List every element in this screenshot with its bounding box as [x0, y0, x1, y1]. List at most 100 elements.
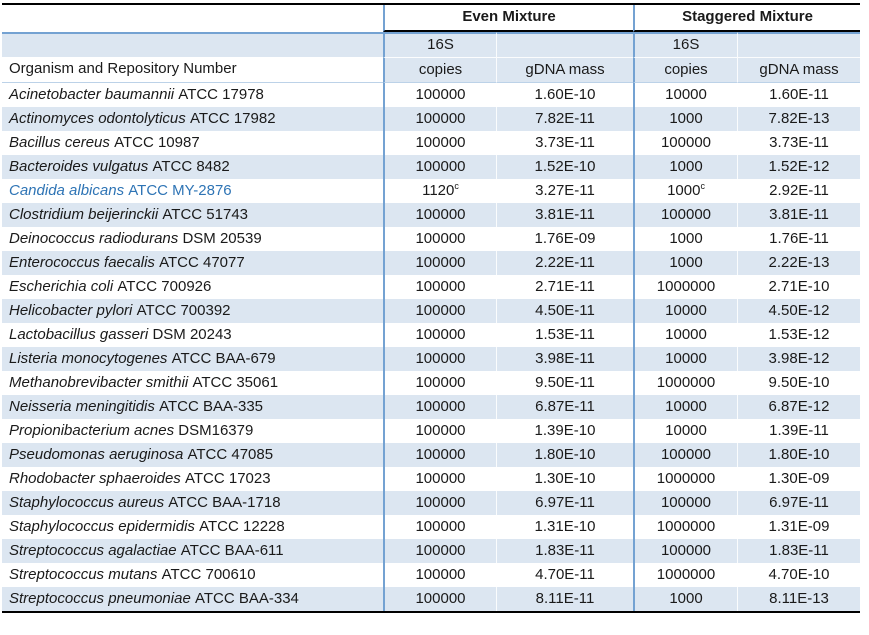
staggered-gdna-mass-cell: 1.80E-10 — [737, 443, 860, 467]
organism-cell: Rhodobacter sphaeroides ATCC 17023 — [2, 467, 383, 491]
table-body: Acinetobacter baumannii ATCC 17978 100000… — [2, 83, 860, 611]
even-gdna-mass-cell: 4.50E-11 — [496, 299, 633, 323]
staggered-gdna-mass-cell: 1.39E-11 — [737, 419, 860, 443]
even-16s-copies-cell: 100000 — [383, 395, 496, 419]
staggered-gdna-mass-cell: 1.53E-12 — [737, 323, 860, 347]
even-gdna-mass-cell: 1.53E-11 — [496, 323, 633, 347]
staggered-16s-copies-cell: 10000 — [633, 395, 737, 419]
staggered-gdna-mass-cell: 1.76E-11 — [737, 227, 860, 251]
even-gdna-mass-cell: 2.71E-11 — [496, 275, 633, 299]
even-gdna-mass-cell: 3.81E-11 — [496, 203, 633, 227]
organism-name: Helicobacter pylori — [9, 301, 133, 319]
table-row: Methanobrevibacter smithii ATCC 35061 100… — [2, 371, 860, 395]
even-16s-copies-cell: 100000 — [383, 299, 496, 323]
organism-name: Candida albicans — [9, 181, 125, 199]
staggered-16s-copies-cell: 100000 — [633, 491, 737, 515]
organism-name: Actinomyces odontolyticus — [9, 109, 186, 127]
organism-name: Rhodobacter sphaeroides — [9, 469, 181, 487]
staggered-16s-copies-cell: 1000000 — [633, 275, 737, 299]
even-16s-copies-cell: 100000 — [383, 227, 496, 251]
repository-number: ATCC 10987 — [114, 133, 200, 151]
organism-cell: Enterococcus faecalis ATCC 47077 — [2, 251, 383, 275]
even-16s-copies-cell: 100000 — [383, 275, 496, 299]
staggered-16s-copies-cell: 100000 — [633, 443, 737, 467]
staggered-copies-header: copies — [633, 57, 737, 83]
staggered-16s-copies-cell: 100000 — [633, 203, 737, 227]
staggered-16s-label: 16S — [633, 32, 737, 57]
even-16s-label: 16S — [383, 32, 496, 57]
repository-number: ATCC BAA-335 — [159, 397, 264, 415]
even-gdna-mass-cell: 8.11E-11 — [496, 587, 633, 611]
staggered-gdna-mass-cell: 6.87E-12 — [737, 395, 860, 419]
organism-cell: Clostridium beijerinckii ATCC 51743 — [2, 203, 383, 227]
staggered-gdna-mass-cell: 9.50E-10 — [737, 371, 860, 395]
repository-number: DSM16379 — [178, 421, 254, 439]
even-16s-copies-cell: 100000 — [383, 323, 496, 347]
staggered-gdna-mass-cell: 4.50E-12 — [737, 299, 860, 323]
organism-name: Streptococcus pneumoniae — [9, 589, 191, 607]
even-16s-copies-cell: 100000 — [383, 83, 496, 107]
staggered-16s-copies-cell: 10000 — [633, 347, 737, 371]
organism-name: Deinococcus radiodurans — [9, 229, 179, 247]
even-16s-copies-cell: 100000 — [383, 587, 496, 611]
even-gdna-mass-cell: 6.87E-11 — [496, 395, 633, 419]
organism-cell: Bacillus cereus ATCC 10987 — [2, 131, 383, 155]
repository-number: ATCC BAA-1718 — [168, 493, 281, 511]
staggered-mixture-header: Staggered Mixture — [633, 5, 860, 32]
even-gdna-mass-cell: 9.50E-11 — [496, 371, 633, 395]
organism-name: Acinetobacter baumannii — [9, 85, 175, 103]
even-gdna-mass-cell: 1.31E-10 — [496, 515, 633, 539]
staggered-16s-copies-cell: 10000 — [633, 299, 737, 323]
staggered-16s-copies-cell: 1000000 — [633, 515, 737, 539]
organism-name: Streptococcus mutans — [9, 565, 158, 583]
organism-cell: Listeria monocytogenes ATCC BAA-679 — [2, 347, 383, 371]
footnote-marker: c — [700, 180, 705, 191]
table-row: Staphylococcus aureus ATCC BAA-1718 10000… — [2, 491, 860, 515]
even-16s-copies-cell: 1120c — [383, 179, 496, 203]
table-row: Bacteroides vulgatus ATCC 8482 100000 1.5… — [2, 155, 860, 179]
even-gdna-mass-cell: 7.82E-11 — [496, 107, 633, 131]
repository-number: ATCC BAA-611 — [180, 541, 284, 559]
organism-cell: Neisseria meningitidis ATCC BAA-335 — [2, 395, 383, 419]
even-gdna-mass-cell: 4.70E-11 — [496, 563, 633, 587]
even-gdna-mass-cell: 3.73E-11 — [496, 131, 633, 155]
even-gdna-mass-cell: 1.60E-10 — [496, 83, 633, 107]
even-gdna-mass-cell: 1.76E-09 — [496, 227, 633, 251]
organism-cell: Escherichia coli ATCC 700926 — [2, 275, 383, 299]
organism-name: Neisseria meningitidis — [9, 397, 155, 415]
organism-column-header: Organism and Repository Number — [2, 57, 383, 83]
staggered-gdna-mass-cell: 7.82E-13 — [737, 107, 860, 131]
staggered-gdna-mass-cell: 2.22E-13 — [737, 251, 860, 275]
table-row: Actinomyces odontolyticus ATCC 17982 1000… — [2, 107, 860, 131]
staggered-gdna-mass-cell: 1.31E-09 — [737, 515, 860, 539]
empty-organism-subcell — [2, 32, 383, 57]
repository-number: ATCC 17982 — [189, 109, 276, 127]
repository-number: ATCC 700392 — [136, 301, 231, 319]
organism-cell: Streptococcus pneumoniae ATCC BAA-334 — [2, 587, 383, 611]
table-row: Listeria monocytogenes ATCC BAA-679 10000… — [2, 347, 860, 371]
repository-number: ATCC 8482 — [152, 157, 230, 175]
organism-cell: Bacteroides vulgatus ATCC 8482 — [2, 155, 383, 179]
table-row: Rhodobacter sphaeroides ATCC 17023 100000… — [2, 467, 860, 491]
even-gdna-mass-header: gDNA mass — [496, 57, 633, 83]
staggered-16s-copies-cell: 1000 — [633, 251, 737, 275]
organism-cell: Streptococcus mutans ATCC 700610 — [2, 563, 383, 587]
organism-name: Lactobacillus gasseri — [9, 325, 149, 343]
repository-number: ATCC 12228 — [199, 517, 285, 535]
table-row: Helicobacter pylori ATCC 700392 100000 4.… — [2, 299, 860, 323]
empty-corner-cell — [2, 5, 383, 32]
organism-cell: Streptococcus agalactiae ATCC BAA-611 — [2, 539, 383, 563]
even-gdna-mass-cell: 2.22E-11 — [496, 251, 633, 275]
staggered-16s-copies-cell: 1000c — [633, 179, 737, 203]
mixture-header-row: Even Mixture Staggered Mixture — [2, 5, 860, 32]
table-row: Bacillus cereus ATCC 10987 100000 3.73E-1… — [2, 131, 860, 155]
staggered-gdna-mass-cell: 4.70E-10 — [737, 563, 860, 587]
organism-name: Enterococcus faecalis — [9, 253, 155, 271]
organism-cell: Deinococcus radiodurans DSM 20539 — [2, 227, 383, 251]
organism-name: Escherichia coli — [9, 277, 114, 295]
repository-number: ATCC BAA-334 — [194, 589, 299, 607]
repository-number: ATCC MY-2876 — [128, 181, 232, 199]
even-16s-copies-cell: 100000 — [383, 107, 496, 131]
organism-cell: Staphylococcus epidermidis ATCC 12228 — [2, 515, 383, 539]
even-16s-copies-cell: 100000 — [383, 539, 496, 563]
